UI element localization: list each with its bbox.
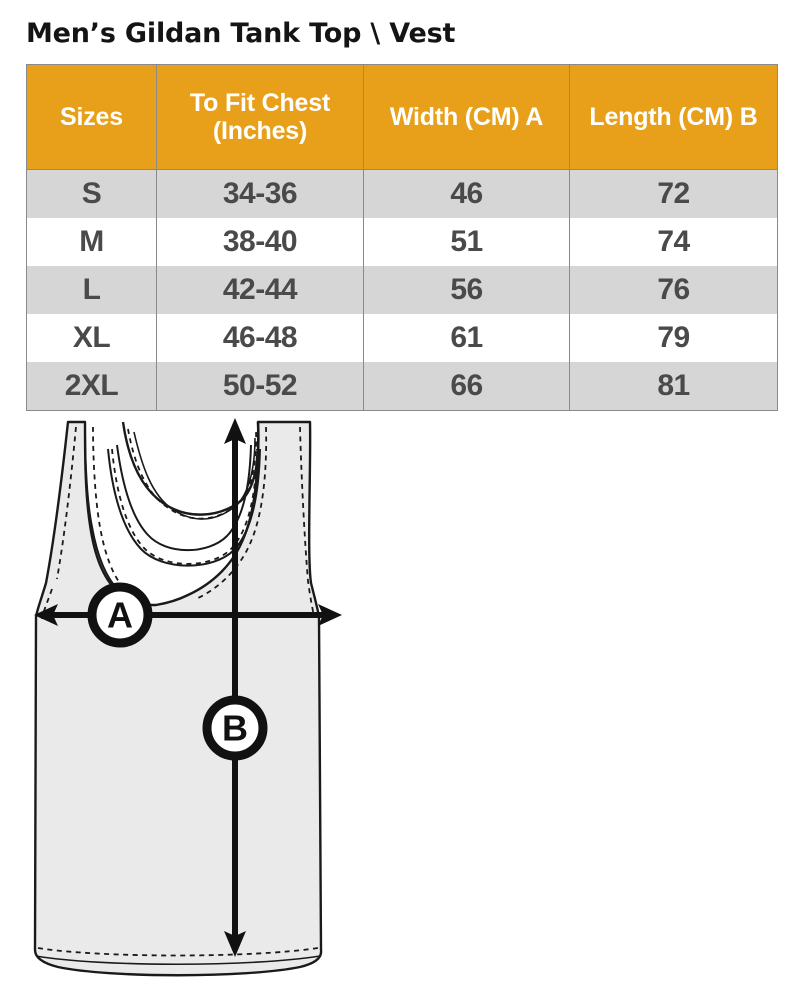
- size-chart-table-container: Sizes To Fit Chest (Inches) Width (CM) A…: [26, 64, 778, 411]
- cell-width: 46: [363, 169, 570, 218]
- size-chart-table: Sizes To Fit Chest (Inches) Width (CM) A…: [26, 64, 778, 411]
- column-header-length: Length (CM) B: [569, 64, 778, 170]
- front-neckline: [107, 444, 261, 567]
- measurement-arrow-b: [224, 418, 246, 957]
- cell-size: M: [26, 218, 157, 266]
- page-title: Men’s Gildan Tank Top \ Vest: [26, 18, 456, 49]
- garment-diagram: A B: [0, 405, 560, 985]
- cell-length: 79: [569, 314, 778, 362]
- marker-label-b: B: [222, 708, 248, 749]
- bottom-hem-line: [35, 955, 321, 966]
- column-header-width: Width (CM) A: [363, 64, 570, 170]
- cell-chest: 34-36: [156, 169, 364, 218]
- column-header-sizes: Sizes: [26, 64, 157, 170]
- arrow-head-bottom: [224, 931, 246, 957]
- back-neckline: [121, 421, 260, 516]
- cell-size: XL: [26, 314, 157, 362]
- marker-label-a: A: [107, 595, 133, 636]
- table-row: XL 46-48 61 79: [26, 314, 778, 362]
- table-row: L 42-44 56 76: [26, 266, 778, 314]
- cell-width: 66: [363, 362, 570, 411]
- cell-size: 2XL: [26, 362, 157, 411]
- cell-width: 56: [363, 266, 570, 314]
- cell-width: 51: [363, 218, 570, 266]
- table-header: Sizes To Fit Chest (Inches) Width (CM) A…: [26, 64, 778, 170]
- cell-length: 74: [569, 218, 778, 266]
- table-row: S 34-36 46 72: [26, 169, 778, 218]
- cell-size: L: [26, 266, 157, 314]
- table-body: S 34-36 46 72 M 38-40 51 74 L 42-44 56 7…: [26, 169, 778, 411]
- marker-badge-a: A: [87, 582, 153, 648]
- table-row: 2XL 50-52 66 81: [26, 362, 778, 411]
- marker-badge-b: B: [202, 695, 268, 761]
- cell-length: 72: [569, 169, 778, 218]
- cell-width: 61: [363, 314, 570, 362]
- cell-chest: 46-48: [156, 314, 364, 362]
- cell-chest: 42-44: [156, 266, 364, 314]
- cell-chest: 50-52: [156, 362, 364, 411]
- cell-length: 81: [569, 362, 778, 411]
- arrow-head-left: [34, 604, 58, 626]
- table-row: M 38-40 51 74: [26, 218, 778, 266]
- cell-size: S: [26, 169, 157, 218]
- arrow-head-top: [224, 418, 246, 444]
- table-header-row: Sizes To Fit Chest (Inches) Width (CM) A…: [26, 64, 778, 170]
- cell-length: 76: [569, 266, 778, 314]
- cell-chest: 38-40: [156, 218, 364, 266]
- garment-outline: [33, 420, 323, 977]
- garment-body: [33, 420, 323, 977]
- tank-top-illustration: A B: [33, 418, 342, 977]
- stitching-dashed-lines: [37, 426, 319, 957]
- arrow-head-right: [318, 604, 342, 626]
- column-header-chest: To Fit Chest (Inches): [156, 64, 364, 170]
